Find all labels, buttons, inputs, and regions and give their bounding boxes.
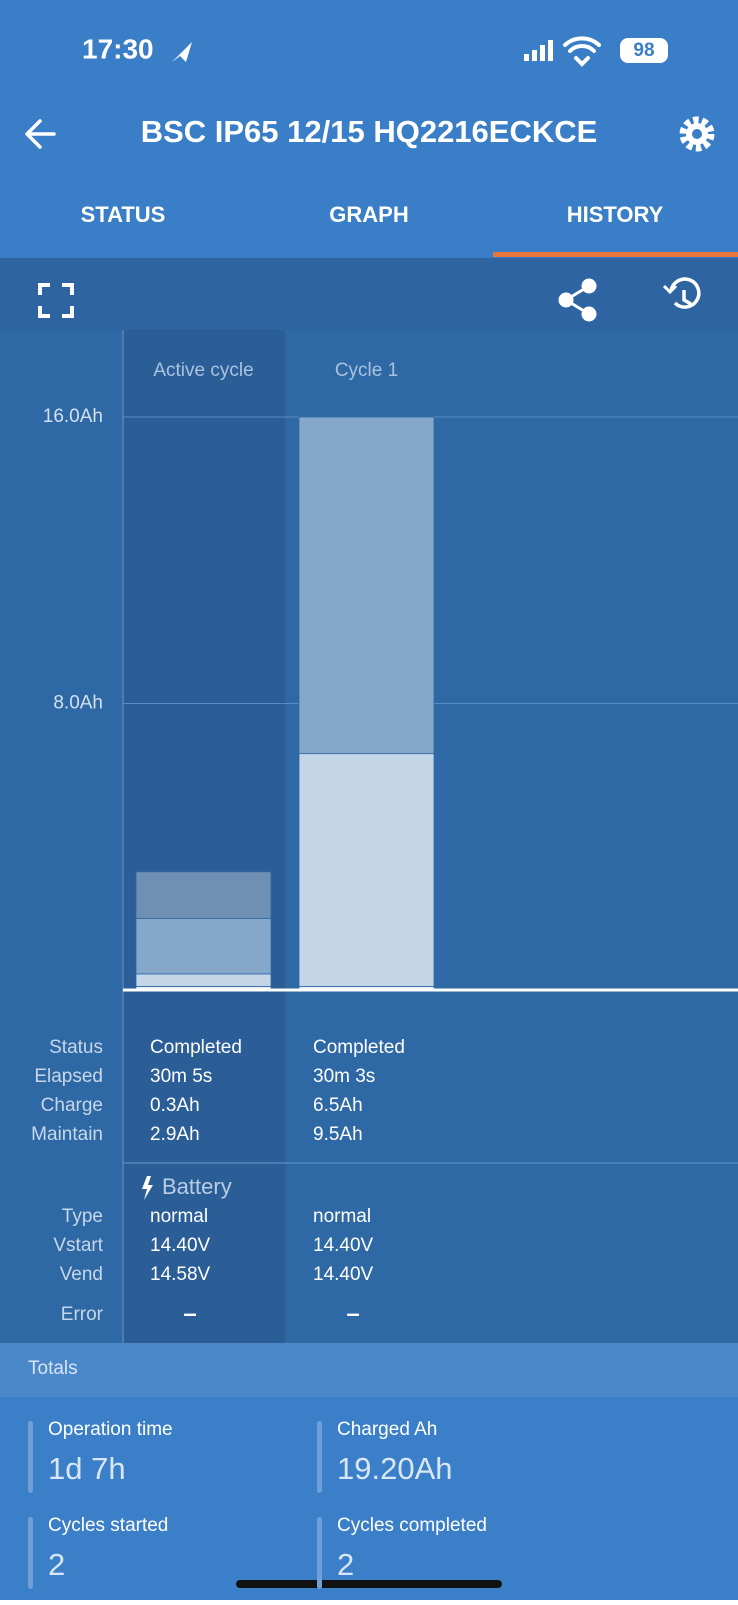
x-tick-label: Active cycle bbox=[153, 360, 253, 381]
row-label: Vstart bbox=[53, 1235, 103, 1256]
cell-value: 14.58V bbox=[150, 1264, 211, 1285]
active-column bbox=[123, 330, 285, 1343]
history-button[interactable] bbox=[662, 277, 701, 309]
cell-value: 0.3Ah bbox=[150, 1095, 200, 1116]
cell-value: Completed bbox=[150, 1037, 242, 1058]
signal-icon bbox=[524, 40, 553, 61]
app-header bbox=[0, 0, 738, 258]
tab[interactable]: GRAPH bbox=[329, 202, 408, 227]
total-accent bbox=[317, 1517, 322, 1589]
row-label: Maintain bbox=[31, 1124, 103, 1145]
fullscreen-button[interactable] bbox=[38, 283, 74, 318]
cell-value: – bbox=[183, 1300, 196, 1327]
page-title: BSC IP65 12/15 HQ2216ECKCE bbox=[141, 114, 598, 149]
cell-value: normal bbox=[313, 1206, 371, 1227]
total-label: Charged Ah bbox=[337, 1419, 437, 1440]
home-indicator bbox=[236, 1580, 502, 1588]
total-label: Cycles started bbox=[48, 1515, 168, 1536]
battery-bolt-icon bbox=[142, 1176, 153, 1200]
row-label: Type bbox=[62, 1206, 103, 1227]
back-button[interactable] bbox=[25, 119, 56, 149]
total-label: Cycles completed bbox=[337, 1515, 487, 1536]
bar-segment bbox=[135, 871, 272, 919]
share-button[interactable] bbox=[558, 278, 597, 322]
row-label: Status bbox=[49, 1037, 103, 1058]
toolbar bbox=[0, 258, 738, 330]
battery-section-title: Battery bbox=[162, 1174, 232, 1199]
cell-value: 2.9Ah bbox=[150, 1124, 200, 1145]
settings-button[interactable] bbox=[679, 116, 715, 152]
cell-value: 14.40V bbox=[313, 1264, 374, 1285]
cell-value: 30m 5s bbox=[150, 1066, 212, 1087]
total-accent bbox=[317, 1421, 322, 1493]
x-tick-label: Cycle 1 bbox=[335, 360, 398, 381]
cell-value: 14.40V bbox=[150, 1235, 211, 1256]
y-tick-label: 8.0Ah bbox=[53, 693, 103, 714]
total-value: 2 bbox=[337, 1547, 354, 1582]
total-accent bbox=[28, 1517, 33, 1589]
cell-value: 14.40V bbox=[313, 1235, 374, 1256]
row-label: Charge bbox=[41, 1095, 103, 1116]
battery-icon bbox=[620, 38, 668, 63]
bar-segment bbox=[135, 917, 272, 975]
cell-value: – bbox=[346, 1300, 359, 1327]
total-value: 1d 7h bbox=[48, 1451, 126, 1486]
y-tick-label: 16.0Ah bbox=[43, 406, 103, 427]
cell-value: 6.5Ah bbox=[313, 1095, 363, 1116]
row-label: Vend bbox=[60, 1264, 103, 1285]
bar-segment bbox=[298, 753, 435, 987]
total-label: Operation time bbox=[48, 1419, 173, 1440]
total-accent bbox=[28, 1421, 33, 1493]
cell-value: 9.5Ah bbox=[313, 1124, 363, 1145]
cell-value: normal bbox=[150, 1206, 208, 1227]
totals-panel bbox=[0, 1397, 738, 1600]
wifi-icon bbox=[563, 36, 601, 67]
tab[interactable]: HISTORY bbox=[567, 202, 664, 227]
tab[interactable]: STATUS bbox=[81, 202, 166, 227]
totals-title: Totals bbox=[28, 1358, 78, 1379]
total-value: 19.20Ah bbox=[337, 1451, 453, 1486]
bar-segment bbox=[298, 416, 435, 755]
tab-indicator bbox=[493, 252, 738, 257]
totals-header bbox=[0, 1343, 738, 1397]
row-label: Error bbox=[61, 1304, 104, 1325]
cell-value: Completed bbox=[313, 1037, 405, 1058]
location-icon bbox=[172, 42, 192, 62]
row-label: Elapsed bbox=[34, 1066, 103, 1087]
bar-segment bbox=[135, 973, 272, 987]
total-value: 2 bbox=[48, 1547, 65, 1582]
cell-value: 30m 3s bbox=[313, 1066, 375, 1087]
clock: 17:30 bbox=[82, 33, 154, 64]
battery-level: 98 bbox=[633, 40, 654, 61]
